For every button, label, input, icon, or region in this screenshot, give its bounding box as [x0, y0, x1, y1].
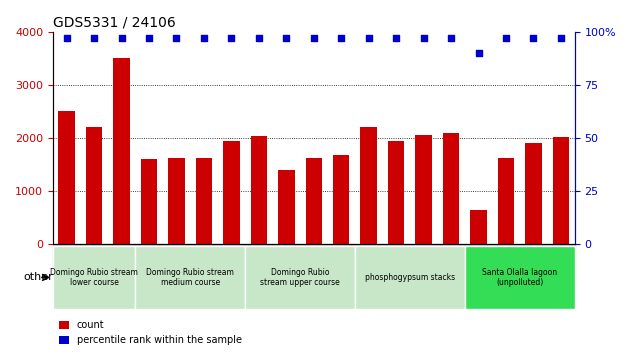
Bar: [135, 244, 163, 282]
Bar: [415, 135, 432, 244]
Point: [309, 35, 319, 41]
Point: [501, 35, 511, 41]
Bar: [553, 137, 569, 244]
Point: [89, 35, 99, 41]
Bar: [218, 244, 245, 282]
FancyBboxPatch shape: [355, 246, 465, 309]
Bar: [388, 141, 404, 244]
Bar: [470, 210, 487, 244]
FancyBboxPatch shape: [465, 246, 575, 309]
Bar: [245, 244, 273, 282]
Bar: [333, 155, 350, 244]
Bar: [196, 158, 212, 244]
FancyBboxPatch shape: [135, 246, 245, 309]
Point: [172, 35, 182, 41]
Bar: [58, 111, 75, 244]
Bar: [410, 244, 437, 282]
Point: [62, 35, 72, 41]
Point: [528, 35, 538, 41]
Legend: count, percentile rank within the sample: count, percentile rank within the sample: [56, 316, 245, 349]
Bar: [437, 244, 465, 282]
Point: [473, 50, 483, 56]
Bar: [251, 136, 267, 244]
Bar: [114, 58, 130, 244]
Text: Santa Olalla lagoon
(unpolluted): Santa Olalla lagoon (unpolluted): [482, 268, 557, 287]
Point: [556, 35, 566, 41]
Point: [227, 35, 237, 41]
Bar: [382, 244, 410, 282]
Bar: [492, 244, 520, 282]
Bar: [465, 244, 492, 282]
Text: phosphogypsum stacks: phosphogypsum stacks: [365, 273, 455, 282]
Text: Domingo Rubio
stream upper course: Domingo Rubio stream upper course: [260, 268, 340, 287]
FancyBboxPatch shape: [245, 246, 355, 309]
Bar: [278, 170, 295, 244]
Bar: [355, 244, 382, 282]
Bar: [108, 244, 135, 282]
Bar: [300, 244, 327, 282]
Point: [418, 35, 428, 41]
Bar: [80, 244, 108, 282]
FancyBboxPatch shape: [53, 246, 135, 309]
Text: Domingo Rubio stream
medium course: Domingo Rubio stream medium course: [146, 268, 234, 287]
Text: other: other: [23, 273, 53, 282]
Point: [144, 35, 154, 41]
Bar: [223, 141, 240, 244]
Text: Domingo Rubio stream
lower course: Domingo Rubio stream lower course: [50, 268, 138, 287]
Bar: [190, 244, 218, 282]
Bar: [168, 158, 185, 244]
Point: [446, 35, 456, 41]
Bar: [141, 159, 157, 244]
Point: [363, 35, 374, 41]
Bar: [163, 244, 190, 282]
Point: [391, 35, 401, 41]
Point: [336, 35, 346, 41]
Bar: [520, 244, 547, 282]
Bar: [525, 143, 541, 244]
Point: [254, 35, 264, 41]
Point: [199, 35, 209, 41]
Bar: [498, 158, 514, 244]
Bar: [305, 158, 322, 244]
Bar: [273, 244, 300, 282]
Bar: [53, 244, 80, 282]
Point: [117, 35, 127, 41]
Bar: [327, 244, 355, 282]
Point: [281, 35, 292, 41]
Bar: [443, 132, 459, 244]
Bar: [360, 127, 377, 244]
Text: GDS5331 / 24106: GDS5331 / 24106: [53, 15, 175, 29]
Bar: [86, 127, 102, 244]
Bar: [547, 244, 575, 282]
